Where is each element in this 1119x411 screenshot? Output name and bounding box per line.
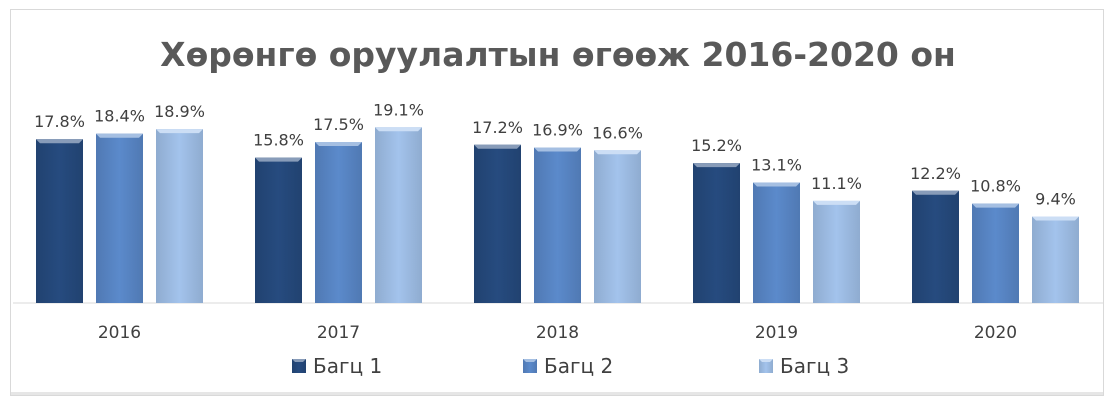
data-label: 18.9% — [154, 102, 205, 121]
bar-2016-series-1 — [36, 139, 83, 303]
legend-swatch-bevel — [523, 359, 537, 362]
bar-top-bevel — [912, 190, 959, 195]
data-label: 16.9% — [532, 121, 583, 140]
legend: Багц 1 Багц 2 Багц 3 — [292, 354, 849, 378]
bar-2019-series-1 — [693, 163, 740, 303]
bar-2016-series-2 — [96, 133, 143, 303]
legend-swatch — [292, 359, 306, 373]
x-tick-label: 2019 — [755, 323, 798, 343]
bar-top-bevel — [534, 147, 581, 152]
bar-2020-series-2 — [972, 203, 1019, 303]
data-label: 18.4% — [94, 107, 145, 126]
x-tick-labels: 2016 2017 2018 2019 2020 — [98, 323, 1017, 343]
chart-title: Хөрөнгө оруулалтын өгөөж 2016-2020 он — [160, 35, 956, 74]
bar-top-bevel — [693, 163, 740, 168]
bar-top-bevel — [36, 139, 83, 144]
bar-2018-series-1 — [474, 144, 521, 303]
bar-top-bevel — [375, 127, 422, 132]
bars-layer — [36, 127, 1079, 303]
x-tick-label: 2020 — [974, 323, 1017, 343]
frame-bottom-border — [11, 392, 1103, 395]
data-label: 19.1% — [373, 100, 424, 119]
legend-label: Багц 3 — [780, 354, 849, 378]
bar-top-bevel — [315, 142, 362, 146]
data-label: 11.1% — [811, 174, 862, 193]
legend-swatch-bevel — [292, 359, 306, 362]
bar-top-bevel — [96, 133, 143, 138]
legend-label: Багц 2 — [544, 354, 613, 378]
legend-swatch-bevel — [759, 359, 773, 362]
data-label: 16.6% — [592, 123, 643, 142]
bar-top-bevel — [255, 157, 302, 162]
data-label: 17.8% — [34, 112, 85, 131]
bar-top-bevel — [474, 144, 521, 149]
bar-top-bevel — [753, 182, 800, 187]
bar-2020-series-3 — [1032, 216, 1079, 303]
bar-2018-series-2 — [534, 147, 581, 303]
data-label: 15.2% — [691, 136, 742, 155]
legend-swatch — [759, 359, 773, 373]
legend-swatch — [523, 359, 537, 373]
legend-item-series-3: Багц 3 — [759, 354, 849, 378]
legend-label: Багц 1 — [313, 354, 382, 378]
data-label: 13.1% — [751, 155, 802, 174]
bar-top-bevel — [813, 200, 860, 205]
legend-item-series-1: Багц 1 — [292, 354, 382, 378]
data-label: 15.8% — [253, 131, 304, 150]
x-tick-label: 2018 — [536, 323, 579, 343]
bar-2018-series-3 — [594, 150, 641, 303]
x-tick-label: 2017 — [317, 323, 360, 343]
data-label: 12.2% — [910, 164, 961, 183]
data-label: 9.4% — [1035, 190, 1076, 209]
bar-2016-series-3 — [156, 129, 203, 303]
bar-2017-series-2 — [315, 142, 362, 303]
bar-top-bevel — [156, 129, 203, 134]
bar-top-bevel — [1032, 216, 1079, 221]
legend-item-series-2: Багц 2 — [523, 354, 613, 378]
bar-2019-series-2 — [753, 182, 800, 303]
bar-2019-series-3 — [813, 200, 860, 303]
bar-2017-series-1 — [255, 157, 302, 303]
data-label: 17.5% — [313, 115, 364, 134]
bar-top-bevel — [972, 203, 1019, 208]
bar-2020-series-1 — [912, 190, 959, 303]
data-label: 10.8% — [970, 177, 1021, 196]
bar-top-bevel — [594, 150, 641, 155]
x-tick-label: 2016 — [98, 323, 141, 343]
data-label: 17.2% — [472, 118, 523, 137]
bar-2017-series-3 — [375, 127, 422, 303]
data-labels-layer: 17.8% 18.4% 18.9% 15.8% 17.5% 19.1% 17.2% 16.9%… — [34, 100, 1076, 208]
